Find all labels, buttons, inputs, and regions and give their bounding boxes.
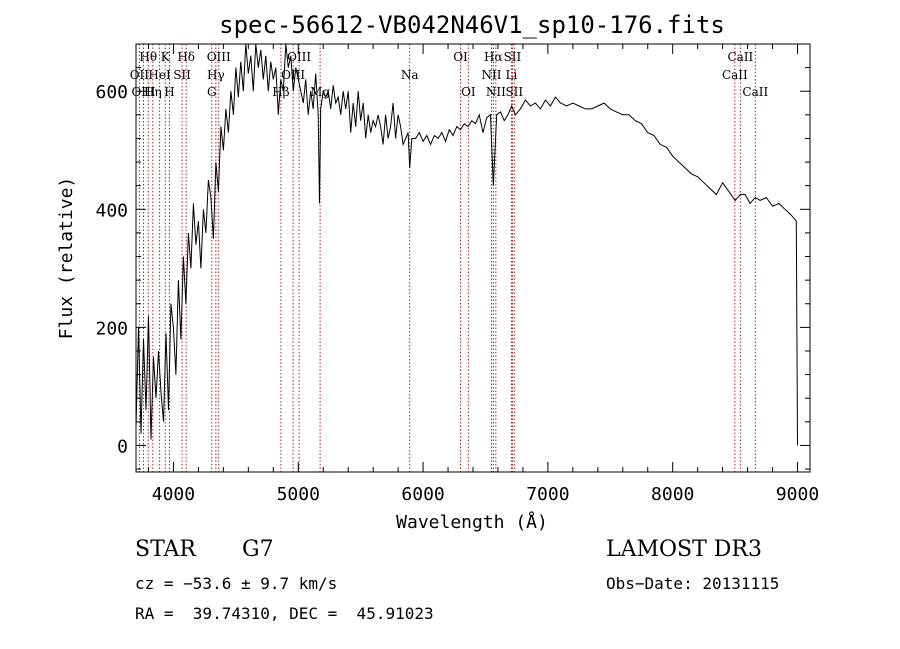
plot-frame [135,43,811,473]
x-tick-label: 9000 [776,484,819,505]
line-label: OIII [281,68,305,82]
line-label: CaII [742,85,768,99]
line-label: G [207,85,217,99]
line-label: Hθ [139,50,157,64]
line-label: OIII [287,50,311,64]
emission-line-markers [138,44,756,472]
line-label: H [164,85,174,99]
observation-date: Obs−Date: 20131115 [606,574,780,593]
y-tick-label: 0 [117,436,128,457]
line-label: CaII [722,68,748,82]
object-subclass: G7 [242,537,274,562]
y-tick-label: 400 [95,200,128,221]
y-tick-label: 600 [95,82,128,103]
line-label: Hη [144,85,162,99]
line-label: OIII [207,50,231,64]
x-axis: 4000 5000 6000 7000 8000 9000 [147,44,819,505]
x-tick-label: 7000 [526,484,569,505]
spectrum-series [135,43,798,446]
line-label: Hδ [177,50,195,64]
line-label: SII [504,50,522,64]
line-label: SII [505,85,523,99]
ra-dec-coordinates: RA = 39.74310, DEC = 45.91023 [135,604,434,623]
line-label: Li [506,68,518,82]
line-label: OI [461,85,476,99]
line-label: NII [486,85,506,99]
line-label: OII [130,68,150,82]
line-label: OI [453,50,468,64]
line-label: Na [401,68,419,82]
y-axis: 0 200 400 600 [95,43,810,470]
line-label: Hγ [207,68,225,82]
x-axis-label: Wavelength (Å) [396,511,548,533]
object-class: STAR [135,537,196,562]
line-label: Hα [484,50,503,64]
y-axis-label: Flux (relative) [56,177,77,340]
x-tick-label: 4000 [152,484,195,505]
x-tick-label: 6000 [401,484,444,505]
line-label: NII [481,68,501,82]
cz-velocity: cz = −53.6 ± 9.7 km/s [135,574,338,593]
x-tick-label: 8000 [651,484,694,505]
line-label: CaII [727,50,753,64]
line-label: HeI [148,68,171,82]
line-label: SII [173,68,191,82]
y-tick-label: 200 [95,318,128,339]
survey-name: LAMOST DR3 [606,537,762,562]
line-label: K [161,50,171,64]
x-tick-label: 5000 [277,484,320,505]
chart-title: spec-56612-VB042N46V1_sp10-176.fits [219,11,725,39]
line-label: OIII [131,85,155,99]
line-label: Hβ [272,85,289,99]
